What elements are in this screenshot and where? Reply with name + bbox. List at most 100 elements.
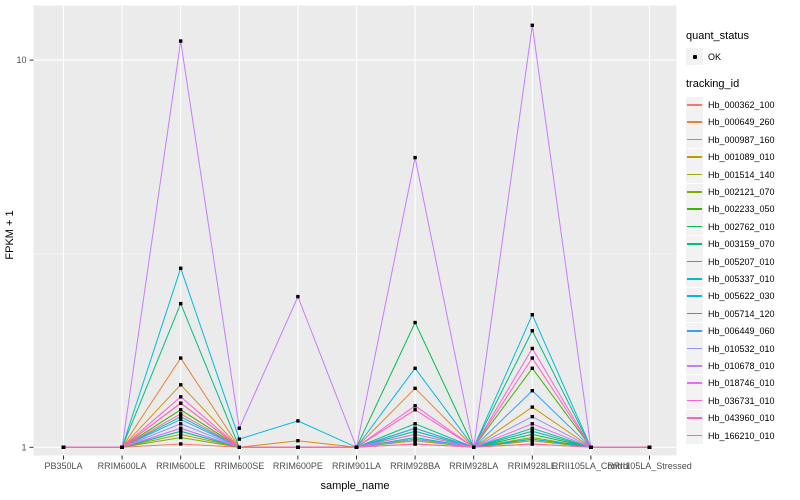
panel-background bbox=[33, 5, 677, 456]
legend-entry-label: Hb_010678_010 bbox=[708, 360, 775, 371]
legend-entry-label: Hb_005207_010 bbox=[708, 256, 775, 267]
legend-entry-label: Hb_005714_120 bbox=[708, 308, 775, 319]
series-key-box bbox=[686, 305, 703, 323]
legend-quant-status: quant_status OK bbox=[686, 30, 798, 66]
series-key-box bbox=[686, 183, 703, 201]
series-key-box bbox=[686, 287, 703, 305]
series-line-key-icon bbox=[687, 260, 702, 263]
series-line-key-icon bbox=[687, 104, 702, 106]
series-key-box bbox=[686, 218, 703, 236]
series-key-box bbox=[686, 148, 703, 166]
series-line-key-icon bbox=[687, 417, 702, 419]
legend-entry-label: Hb_043960_010 bbox=[708, 413, 775, 424]
x-tick-label: PB350LA bbox=[44, 461, 82, 471]
legend-entry-label: Hb_002121_070 bbox=[708, 187, 775, 198]
series-key-box bbox=[686, 113, 703, 131]
series-line-key-icon bbox=[687, 156, 702, 158]
legend-entry-Hb_001514_140: Hb_001514_140 bbox=[686, 166, 798, 184]
series-key-box bbox=[686, 235, 703, 253]
legend-entry-Hb_010532_010: Hb_010532_010 bbox=[686, 340, 798, 358]
series-line-key-icon bbox=[687, 191, 702, 193]
legend-entry-label: Hb_010532_010 bbox=[708, 343, 775, 354]
legend-entry-Hb_006449_060: Hb_006449_060 bbox=[686, 322, 798, 340]
series-line-key-icon bbox=[687, 312, 702, 315]
x-tick-label: RRIM600PE bbox=[273, 461, 323, 471]
legend-entry-label: Hb_001089_010 bbox=[708, 152, 775, 163]
x-tick-label: RRIM928LE bbox=[508, 461, 557, 471]
series-line-key-icon bbox=[687, 225, 702, 228]
legend-entry-label: Hb_036731_010 bbox=[708, 395, 775, 406]
series-line-key-icon bbox=[687, 399, 702, 402]
legend-entry-Hb_001089_010: Hb_001089_010 bbox=[686, 148, 798, 166]
series-key-box bbox=[686, 427, 703, 444]
series-line-key-icon bbox=[687, 295, 702, 297]
legend-entry-Hb_000987_160: Hb_000987_160 bbox=[686, 131, 798, 149]
series-line-key-icon bbox=[687, 243, 702, 245]
x-tick-label: RRIM600LA bbox=[98, 461, 147, 471]
legend-entry-Hb_002233_050: Hb_002233_050 bbox=[686, 200, 798, 218]
legend-entry-Hb_043960_010: Hb_043960_010 bbox=[686, 409, 798, 427]
series-key-box bbox=[686, 96, 703, 114]
legend-entry-Hb_002762_010: Hb_002762_010 bbox=[686, 218, 798, 236]
ok-point-icon bbox=[692, 54, 697, 59]
legend-entry-Hb_018746_010: Hb_018746_010 bbox=[686, 374, 798, 392]
legend-entry-Hb_005622_030: Hb_005622_030 bbox=[686, 287, 798, 305]
ok-key-box bbox=[686, 48, 703, 66]
series-line-key-icon bbox=[687, 173, 702, 176]
legend-entry-Hb_005207_010: Hb_005207_010 bbox=[686, 253, 798, 271]
legend-entry-Hb_002121_070: Hb_002121_070 bbox=[686, 183, 798, 201]
legend-entry-label: Hb_018746_010 bbox=[708, 378, 775, 389]
legend-entry-Hb_003159_070: Hb_003159_070 bbox=[686, 235, 798, 253]
data-points bbox=[61, 23, 652, 449]
legend-entry-Hb_005714_120: Hb_005714_120 bbox=[686, 305, 798, 323]
series-line-key-icon bbox=[687, 382, 702, 384]
series-key-box bbox=[686, 340, 703, 358]
x-tick-label: RRIM928BA bbox=[390, 461, 440, 471]
gridlines bbox=[33, 5, 677, 456]
x-tick-label: RRIM928LA bbox=[449, 461, 498, 471]
legend-entry-Hb_000362_100: Hb_000362_100 bbox=[686, 96, 798, 114]
x-tick-label: RRII105LA_Control bbox=[552, 461, 630, 471]
legend-entry-label: Hb_006449_060 bbox=[708, 326, 775, 337]
legend-entry-Hb_005337_010: Hb_005337_010 bbox=[686, 270, 798, 288]
x-tick-label: RRII105LA_Stressed bbox=[607, 461, 692, 471]
legend-entry-label: Hb_001514_140 bbox=[708, 169, 775, 180]
series-line-key-icon bbox=[687, 330, 702, 332]
axis-tick-labels: 1 10 PB350LA RRIM600LA RRIM600LE RRIM600SE RRI… bbox=[16, 55, 691, 471]
x-tick-label: RRIM901LA bbox=[332, 461, 381, 471]
series-key-box bbox=[686, 357, 703, 375]
x-tick-label: RRIM600SE bbox=[214, 461, 264, 471]
legend-entry-label: OK bbox=[708, 51, 722, 62]
legend-tracking-id: tracking_id Hb_000362_100 Hb_000649_260 Hb… bbox=[686, 78, 798, 444]
series-key-box bbox=[686, 131, 703, 149]
series-line-key-icon bbox=[687, 208, 702, 211]
series-line-key-icon bbox=[687, 138, 702, 141]
legend-entry-Hb_036731_010: Hb_036731_010 bbox=[686, 392, 798, 410]
series-line-key-icon bbox=[687, 364, 702, 367]
legend-entry-Hb_166210_010: Hb_166210_010 bbox=[686, 427, 798, 444]
series-key-box bbox=[686, 253, 703, 271]
legend-entry-Hb_010678_010: Hb_010678_010 bbox=[686, 357, 798, 375]
axis-ticks bbox=[29, 59, 650, 460]
legend-tracking-entries: Hb_000362_100 Hb_000649_260 Hb_000987_160 H… bbox=[686, 96, 798, 444]
y-tick-label: 1 bbox=[21, 442, 26, 452]
series-key-box bbox=[686, 166, 703, 184]
series-key-box bbox=[686, 392, 703, 410]
legend-entry-label: Hb_166210_010 bbox=[708, 430, 775, 441]
legend-entry-Hb_000649_260: Hb_000649_260 bbox=[686, 113, 798, 131]
legend-entry-ok: OK bbox=[686, 48, 798, 66]
series-key-box bbox=[686, 270, 703, 288]
y-tick-label: 10 bbox=[16, 55, 26, 65]
series-key-box bbox=[686, 409, 703, 427]
legend-entry-label: Hb_000987_160 bbox=[708, 134, 775, 145]
legend: quant_status OK tracking_id Hb_000362_10… bbox=[686, 30, 798, 457]
legend-entry-label: Hb_003159_070 bbox=[708, 239, 775, 250]
legend-entry-label: Hb_000362_100 bbox=[708, 100, 775, 111]
legend-entry-label: Hb_005337_010 bbox=[708, 273, 775, 284]
x-tick-label: RRIM600LE bbox=[156, 461, 205, 471]
x-axis-title: sample_name bbox=[320, 480, 389, 492]
legend-entry-label: Hb_002233_050 bbox=[708, 204, 775, 215]
legend-entry-label: Hb_005622_030 bbox=[708, 291, 775, 302]
